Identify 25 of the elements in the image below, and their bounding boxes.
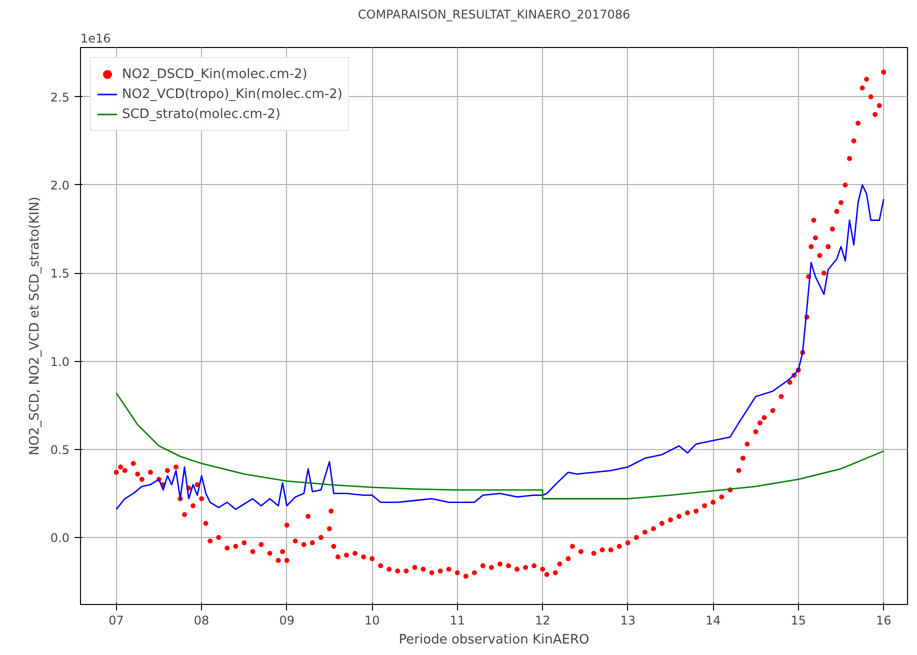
x-tick-label: 09 bbox=[279, 614, 294, 628]
x-tick-label: 15 bbox=[790, 614, 806, 628]
line-series bbox=[116, 392, 884, 500]
x-tick-label: 11 bbox=[450, 614, 465, 628]
y-axis-title: NO2_SCD, NO2_VCD et SCD_strato(KIN) bbox=[27, 196, 42, 456]
x-tick-label: 07 bbox=[108, 614, 124, 628]
x-tick-label: 10 bbox=[364, 614, 380, 628]
legend-label: NO2_DSCD_Kin(molec.cm-2) bbox=[122, 66, 308, 82]
y-tick-label: 1.5 bbox=[50, 266, 70, 281]
text: 1e16 bbox=[80, 32, 111, 46]
y-tick-label: 2.0 bbox=[50, 178, 70, 192]
x-tick-label: 13 bbox=[620, 614, 636, 628]
y-tick-label: 1.0 bbox=[50, 354, 70, 369]
legend-label: SCD_strato(molec.cm-2) bbox=[122, 106, 280, 122]
line-series bbox=[116, 184, 884, 510]
legend-label: NO2_VCD(tropo)_Kin(molec.cm-2) bbox=[122, 86, 342, 102]
x-tick-label: 12 bbox=[534, 614, 550, 628]
y-tick-label: 2.5 bbox=[50, 90, 70, 104]
y-tick-label: 0.5 bbox=[50, 442, 70, 457]
x-axis-title: Periode observation KinAERO bbox=[398, 632, 590, 648]
x-tick-label: 08 bbox=[194, 614, 210, 628]
y-tick-label: 0.0 bbox=[50, 531, 70, 546]
x-tick-label: 16 bbox=[876, 614, 892, 628]
x-tick-label: 14 bbox=[705, 614, 721, 628]
chart-title: COMPARAISON_RESULTAT_KINAERO_2017086 bbox=[358, 8, 630, 22]
